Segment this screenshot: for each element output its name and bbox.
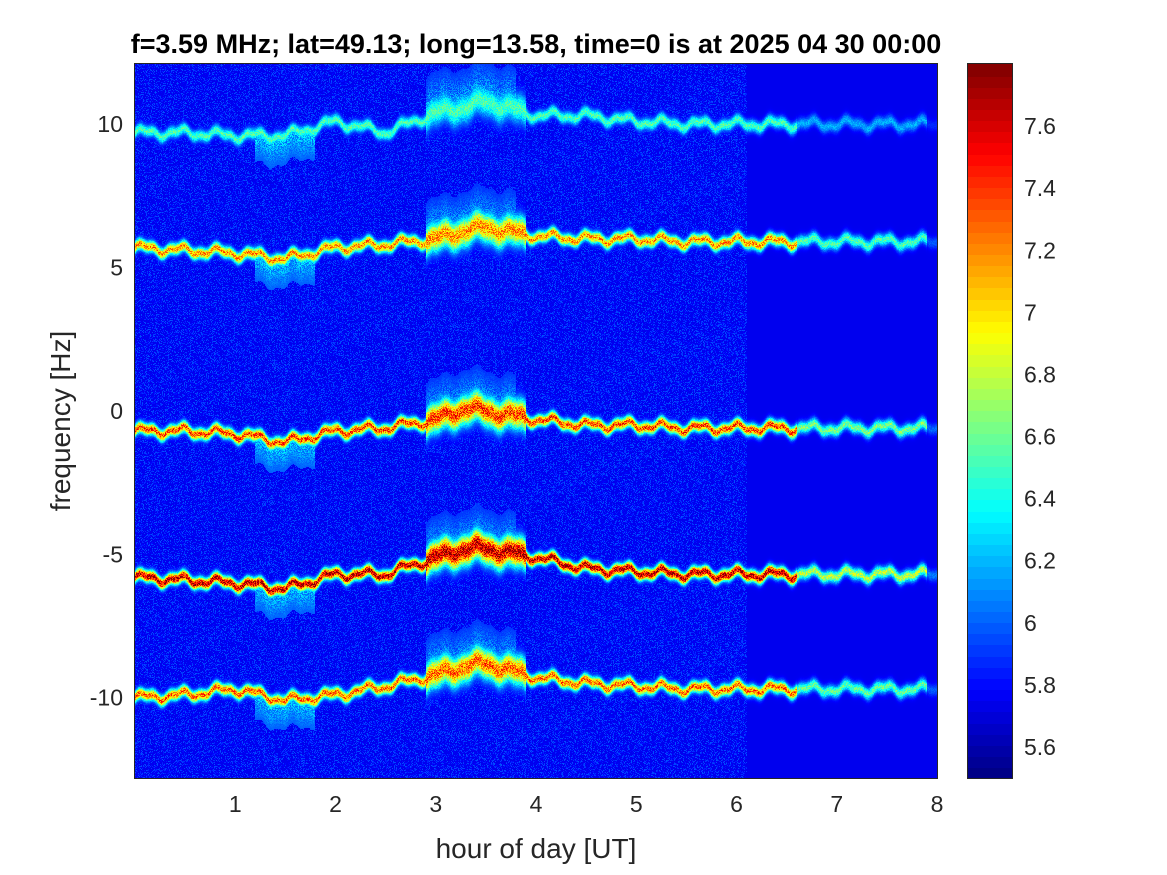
spectrogram-heatmap [135,64,937,778]
y-axis-label: frequency [Hz] [45,331,76,512]
colorbar-tick-label: 5.6 [1024,734,1056,760]
colorbar-tick-label: 6.4 [1024,486,1056,512]
colorbar [968,64,1012,778]
x-tick-label: 1 [229,791,242,817]
colorbar-tick-label: 6.6 [1024,424,1056,450]
colorbar-ticks: 5.6 5.8 6 6.2 6.4 6.6 6.8 7 7.2 7.4 7.6 [1006,113,1056,760]
x-tick-label: 3 [429,791,442,817]
x-tick-label: 6 [730,791,743,817]
colorbar-tick-label: 7 [1024,299,1037,325]
colorbar-tick-label: 5.8 [1024,672,1056,698]
colorbar-tick-label: 7.6 [1024,113,1056,139]
x-tick-label: 5 [630,791,643,817]
colorbar-tick-label: 7.2 [1024,237,1056,263]
y-tick-label: -10 [90,685,123,711]
colorbar-tick-label: 6.8 [1024,361,1056,387]
x-tick-label: 4 [530,791,543,817]
colorbar-tick-label: 6.2 [1024,548,1056,574]
chart-title: f=3.59 MHz; lat=49.13; long=13.58, time=… [131,29,941,59]
x-tick-label: 7 [830,791,843,817]
colorbar-tick-label: 7.4 [1024,175,1056,201]
x-tick-label: 2 [329,791,342,817]
y-tick-label: 5 [110,255,123,281]
x-axis-label: hour of day [UT] [436,833,637,864]
y-tick-label: -5 [103,541,123,567]
y-tick-label: 0 [110,398,123,424]
colorbar-tick-label: 6 [1024,610,1037,636]
y-tick-label: 10 [97,111,123,137]
x-axis-ticks: 1 2 3 4 5 6 7 8 [229,64,944,817]
x-tick-label: 8 [931,791,944,817]
